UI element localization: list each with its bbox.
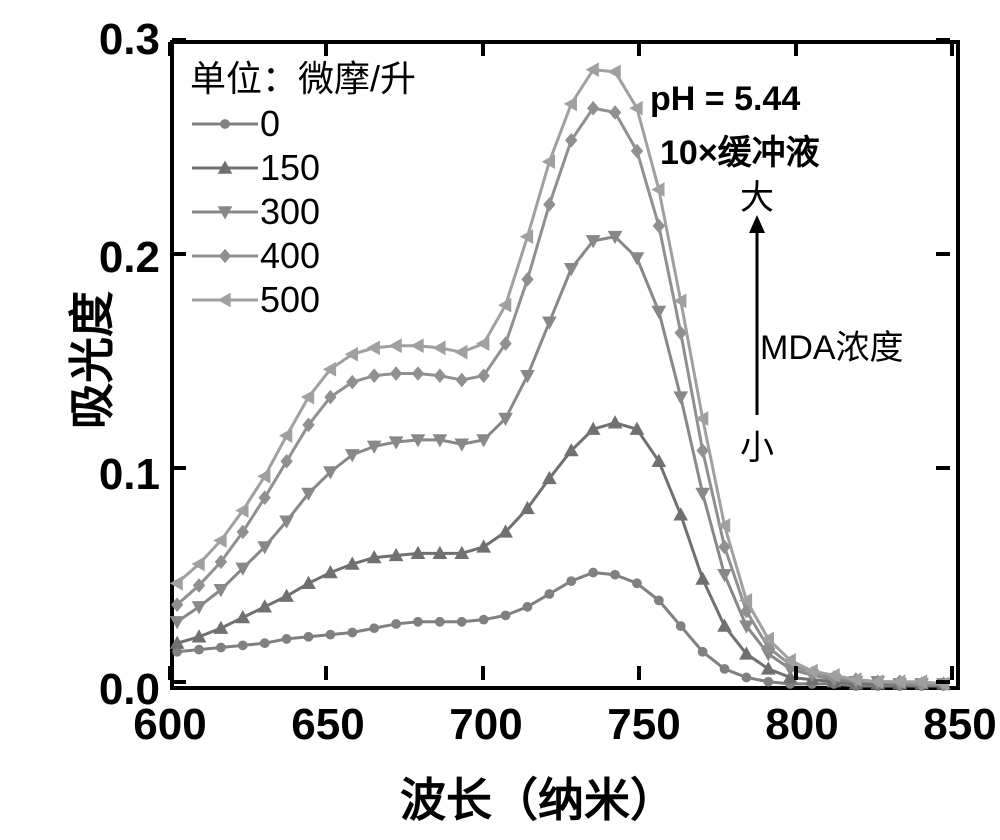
legend-item: 300 [190,190,416,234]
xtick-650: 650 [291,700,364,750]
arrow-icon [745,215,775,420]
ytick-2: 0.2 [99,233,160,283]
xtick-750: 750 [607,700,680,750]
annotation-buffer: 10×缓冲液 [660,125,820,174]
legend-label: 500 [260,279,320,321]
legend-title: 单位：微摩/升 [190,50,416,102]
legend: 单位：微摩/升 0150300400500 [190,50,416,322]
legend-label: 0 [260,103,280,145]
x-axis-label: 波长（纳米） [400,764,676,830]
chart-container: 吸光度 波长（纳米） 0.0 0.1 0.2 0.3 600 650 700 7… [0,0,1000,840]
legend-label: 150 [260,147,320,189]
xtick-700: 700 [449,700,522,750]
annotation-ph: pH = 5.44 [650,80,800,119]
ytick-3: 0.3 [99,15,160,65]
legend-label: 400 [260,235,320,277]
xtick-850: 850 [923,700,996,750]
annotation-big: 大 [740,170,774,219]
legend-label: 300 [260,191,320,233]
xtick-800: 800 [765,700,838,750]
ytick-1: 0.1 [99,450,160,500]
xtick-600: 600 [133,700,206,750]
legend-item: 500 [190,278,416,322]
y-axis-label: 吸光度 [56,291,122,429]
annotation-conc: MDA浓度 [760,320,904,369]
legend-item: 400 [190,234,416,278]
legend-item: 150 [190,146,416,190]
legend-item: 0 [190,102,416,146]
annotation-small: 小 [740,420,774,469]
